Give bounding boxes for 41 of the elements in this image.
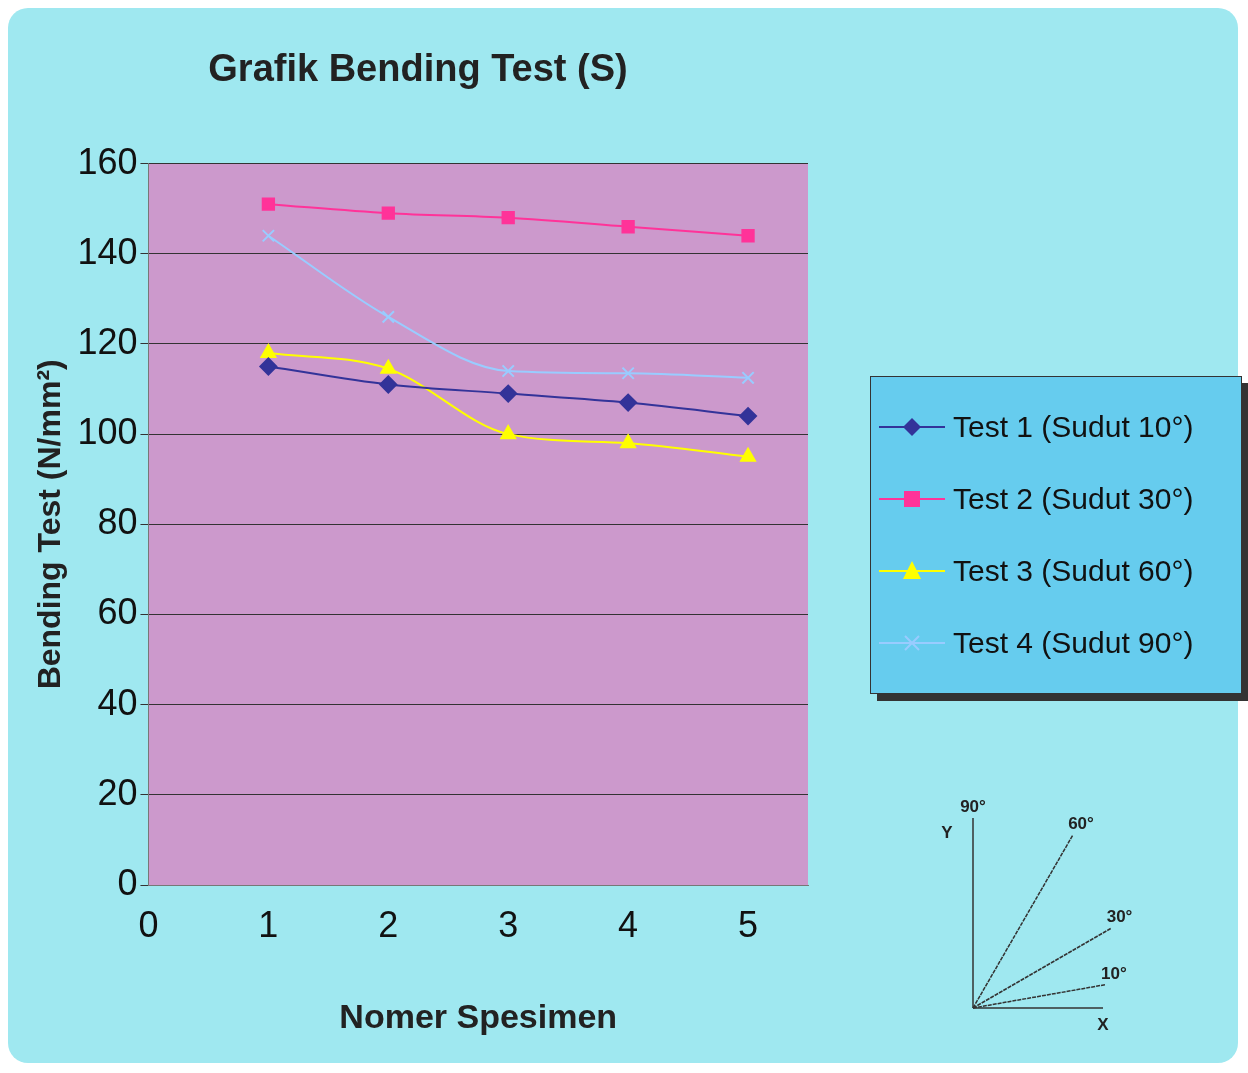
angle-diagram: 90° 60° 30° 10° Y X bbox=[933, 793, 1153, 1038]
y-tick-label: 60 bbox=[97, 591, 138, 633]
y-tick-label: 160 bbox=[77, 140, 138, 182]
y-tick-label: 20 bbox=[97, 771, 138, 813]
point bbox=[259, 357, 278, 376]
y-tick-label: 100 bbox=[77, 411, 138, 453]
point bbox=[501, 364, 515, 378]
legend-label: Test 1 (Sudut 10°) bbox=[953, 410, 1194, 444]
point bbox=[380, 359, 397, 374]
point bbox=[381, 206, 395, 220]
point bbox=[739, 407, 758, 426]
y-tick-label: 40 bbox=[97, 681, 138, 723]
point bbox=[501, 211, 515, 225]
point bbox=[381, 310, 395, 324]
point bbox=[620, 434, 637, 449]
x-tick-label: 4 bbox=[618, 903, 639, 945]
y-tick-label: 120 bbox=[77, 320, 138, 362]
point bbox=[741, 371, 755, 385]
x-tick-label: 5 bbox=[738, 903, 759, 945]
point bbox=[621, 220, 635, 234]
legend-label: Test 3 (Sudut 60°) bbox=[953, 554, 1194, 588]
y-axis-title: Bending Test (N/mm²) bbox=[31, 359, 68, 690]
point bbox=[261, 229, 276, 243]
legend-label: Test 2 (Sudut 30°) bbox=[953, 482, 1194, 516]
x-tick-label: 2 bbox=[378, 903, 399, 945]
x-tick-label: 1 bbox=[258, 903, 279, 945]
point bbox=[619, 393, 638, 412]
chart-title: Grafik Bending Test (S) bbox=[208, 47, 628, 90]
point bbox=[741, 229, 755, 243]
point bbox=[261, 197, 276, 211]
legend-label: Test 4 (Sudut 90°) bbox=[953, 626, 1194, 660]
point bbox=[740, 447, 756, 462]
y-tick-label: 140 bbox=[77, 230, 138, 272]
x-tick-label: 3 bbox=[498, 903, 519, 945]
y-tick-label: 80 bbox=[97, 501, 138, 543]
point bbox=[621, 366, 635, 380]
y-tick-label: 0 bbox=[117, 861, 138, 903]
point bbox=[499, 384, 518, 403]
point bbox=[379, 375, 398, 394]
point bbox=[500, 425, 517, 440]
x-axis-title: Nomer Spesimen bbox=[339, 996, 618, 1035]
